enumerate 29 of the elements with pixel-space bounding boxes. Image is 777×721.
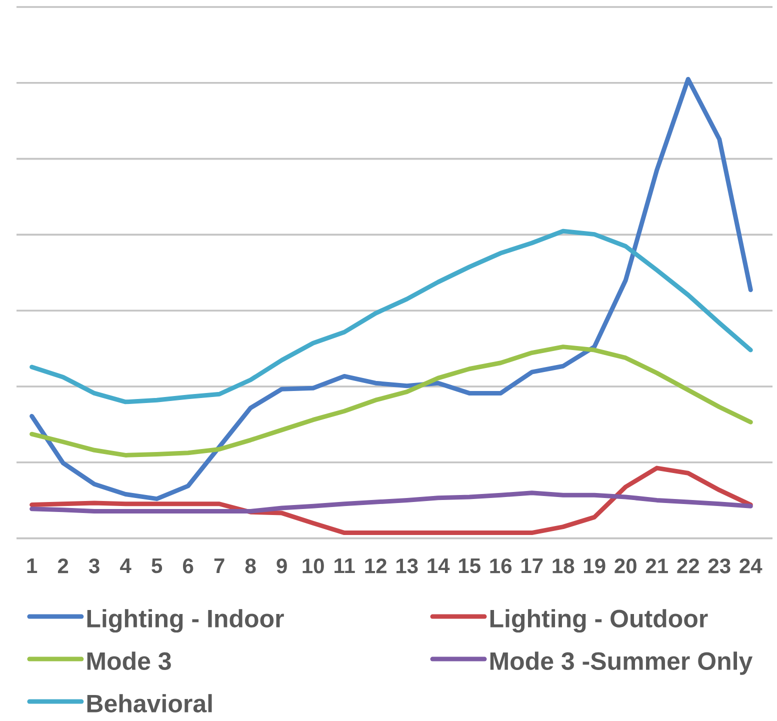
x-tick-label: 16 (490, 558, 512, 574)
x-tick-label: 23 (708, 558, 730, 574)
x-tick-label: 17 (522, 558, 543, 573)
x-tick-label: 10 (302, 558, 324, 574)
x-tick-label: 3 (88, 558, 100, 574)
x-tick-label: 1 (27, 558, 38, 573)
x-tick-label: 18 (552, 558, 574, 574)
legend-label: Mode 3 (87, 652, 171, 670)
x-tick-label: 4 (120, 558, 132, 573)
x-tick-label: 6 (183, 558, 194, 574)
x-tick-label: 15 (459, 558, 480, 574)
x-tick-label: 14 (428, 558, 450, 573)
x-tick-label: 21 (646, 558, 668, 574)
legend-label: Lighting - Outdoor (490, 609, 708, 633)
x-tick-label: 8 (245, 558, 256, 574)
x-tick-label: 12 (365, 558, 386, 574)
x-tick-label: 13 (396, 558, 418, 574)
x-tick-label: 7 (214, 558, 224, 573)
x-tick-label: 20 (614, 558, 636, 574)
x-tick-label: 19 (584, 558, 606, 574)
legend-label: Behavioral (87, 694, 212, 712)
x-tick-label: 11 (334, 558, 355, 573)
x-tick-label: 24 (740, 558, 762, 574)
legend-label: Mode 3 -Summer Only (490, 652, 753, 675)
x-tick-label: 22 (677, 558, 699, 574)
legend-label: Lighting - Indoor (87, 609, 284, 633)
x-tick-label: 5 (152, 558, 162, 574)
x-tick-label: 2 (58, 558, 68, 574)
x-tick-label: 9 (276, 558, 287, 574)
